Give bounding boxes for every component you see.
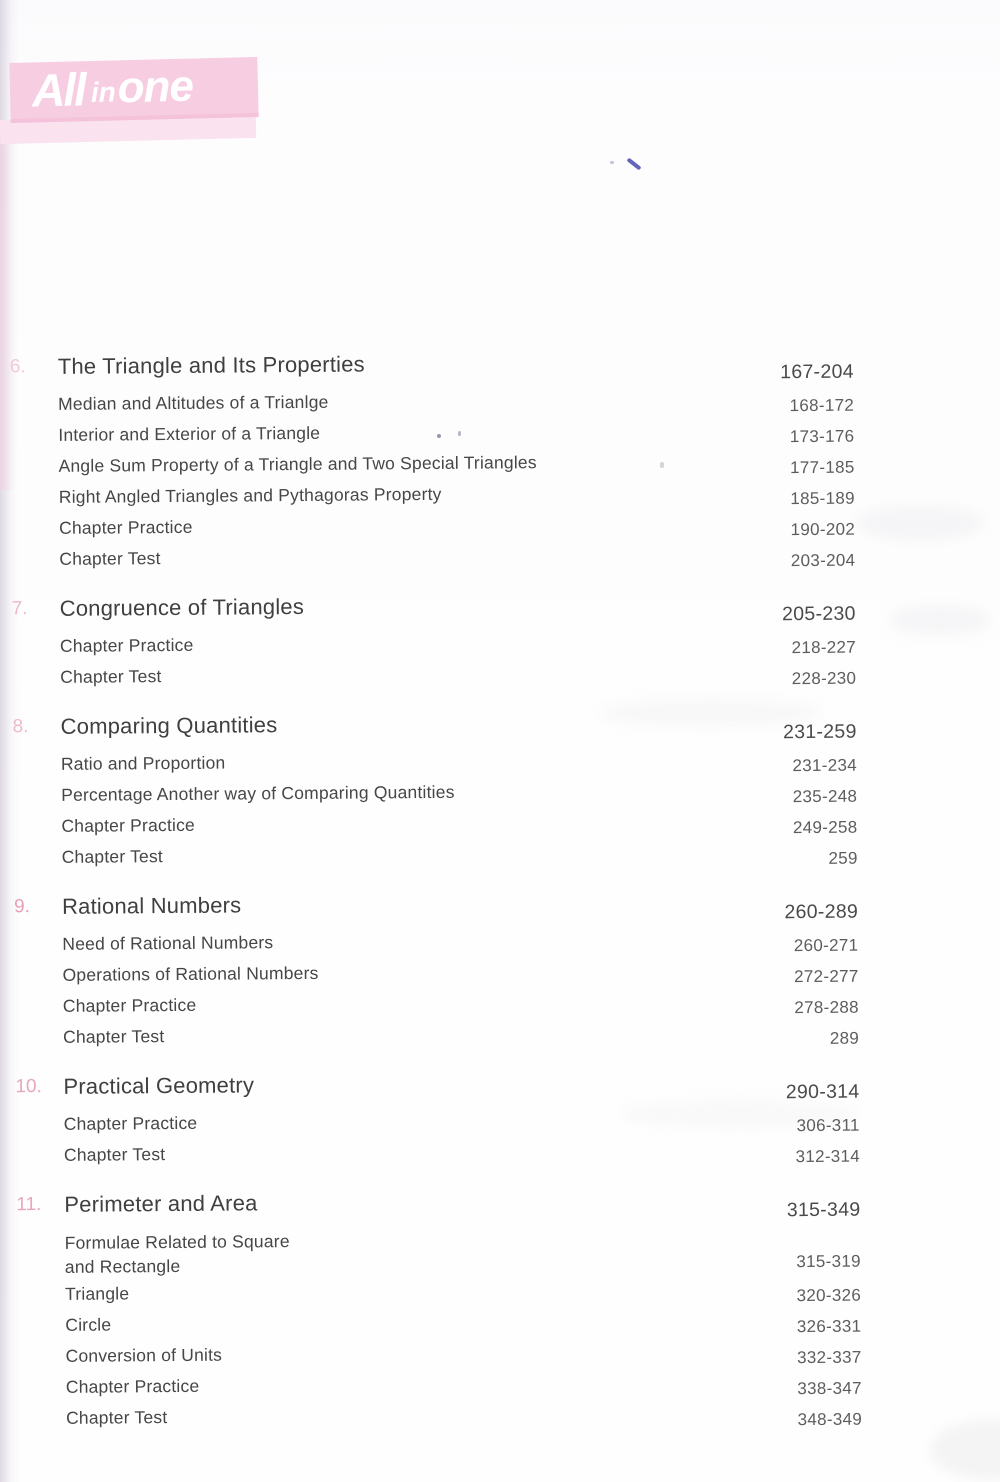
chapter-number: 10. [15, 1076, 42, 1098]
item-label: Chapter Test [65, 1407, 168, 1428]
item-page-range: 190-202 [790, 519, 856, 540]
item-label: Chapter Test [63, 1144, 166, 1165]
ink-mark-artifact [626, 157, 642, 171]
chapter-heading-row: 9. Rational Numbers 260-289 [0, 887, 858, 923]
chapter-heading-row: 6. The Triangle and Its Properties 167-204 [0, 347, 854, 383]
chapter-title: Comparing Quantities [60, 712, 278, 739]
item-page-range: 278-288 [794, 997, 859, 1018]
item-label: Chapter Test [62, 1026, 165, 1047]
item-page-range: 168-172 [789, 395, 855, 416]
scan-smudge [600, 700, 820, 726]
allinone-logo: All in one [9, 56, 259, 124]
scan-smudge [930, 1420, 1000, 1480]
toc-chapter: 11. Perimeter and Area 315-349 Formulae Rel… [2, 1185, 862, 1435]
item-page-range: 218-227 [791, 637, 857, 658]
chapter-heading-row: 7. Congruence of Triangles 205-230 [0, 589, 856, 625]
toc-chapter: 7. Congruence of Triangles 205-230 Chapter … [0, 589, 857, 694]
chapter-heading-row: 8. Comparing Quantities 231-259 [0, 707, 857, 743]
chapter-number: 8. [12, 716, 29, 738]
toc-item-row: Chapter Test 203-204 [0, 538, 855, 576]
logo-word-one: one [117, 61, 194, 113]
item-page-range: 348-349 [797, 1409, 863, 1430]
item-page-range: 185-189 [790, 488, 855, 509]
item-page-range: 332-337 [797, 1347, 862, 1368]
chapter-title: Rational Numbers [61, 892, 242, 919]
chapter-title: The Triangle and Its Properties [57, 351, 365, 379]
item-page-range: 177-185 [790, 457, 855, 478]
item-page-range: 259 [828, 848, 858, 868]
scan-dot-artifact [660, 462, 664, 468]
item-page-range: 320-326 [796, 1285, 862, 1306]
item-page-range: 235-248 [792, 786, 858, 807]
item-page-range: 249-258 [792, 817, 858, 838]
chapter-page-range: 260-289 [784, 900, 859, 924]
item-page-range: 231-234 [792, 755, 858, 776]
item-page-range: 306-311 [796, 1115, 860, 1136]
item-page-range: 260-271 [793, 935, 859, 956]
chapter-page-range: 231-259 [782, 720, 857, 744]
page-edge-pink-tint [0, 130, 14, 490]
toc-item-row: Chapter Test 228-230 [0, 656, 856, 694]
toc-chapter: 6. The Triangle and Its Properties 167-204… [0, 347, 856, 576]
chapter-page-range: 205-230 [782, 602, 856, 626]
toc-item-row: Chapter Test 348-349 [4, 1397, 862, 1435]
item-page-range: 312-314 [795, 1146, 861, 1167]
item-page-range: 203-204 [790, 550, 856, 571]
chapter-heading-row: 10. Practical Geometry 290-314 [1, 1067, 859, 1103]
scan-smudge [620, 1100, 860, 1128]
chapter-page-range: 315-349 [786, 1198, 861, 1222]
item-page-range: 228-230 [791, 668, 857, 689]
toc-chapter: 10. Practical Geometry 290-314 Chapter Prac… [1, 1067, 860, 1172]
item-page-range: 173-176 [789, 426, 855, 447]
toc-item-row: Chapter Test 289 [1, 1016, 859, 1054]
item-label: Formulae Related to Square and Rectangle [64, 1231, 290, 1277]
chapter-number: 7. [11, 598, 28, 620]
logo-word-all: All [31, 63, 86, 117]
chapter-title: Congruence of Triangles [59, 593, 305, 621]
scan-dot-artifact [458, 431, 461, 436]
logo-word-in: in [90, 76, 117, 109]
ink-dot-artifact [610, 161, 614, 164]
item-label: Chapter Test [59, 548, 161, 569]
chapter-title: Practical Geometry [63, 1072, 255, 1099]
item-label: Chapter Test [60, 666, 162, 687]
chapter-number: 11. [16, 1194, 42, 1216]
table-of-contents: 6. The Triangle and Its Properties 167-204… [0, 347, 862, 1455]
item-page-range: 289 [829, 1028, 860, 1048]
scan-smudge [890, 605, 990, 635]
scan-dot-artifact [437, 434, 441, 438]
item-page-range: 272-277 [794, 966, 859, 987]
toc-item-row: Formulae Related to Square and Rectangle… [3, 1221, 861, 1280]
chapter-number: 6. [9, 356, 26, 378]
toc-chapter: 9. Rational Numbers 260-289 Need of Rationa… [0, 887, 859, 1054]
item-page-range: 315-319 [796, 1251, 861, 1272]
chapter-number: 9. [13, 896, 30, 918]
item-page-range: 338-347 [797, 1378, 862, 1399]
chapter-title: Perimeter and Area [64, 1190, 258, 1217]
toc-item-row: Chapter Test 312-314 [2, 1134, 860, 1172]
item-page-range: 326-331 [796, 1316, 862, 1337]
chapter-page-range: 167-204 [780, 360, 854, 384]
scan-smudge [855, 505, 985, 541]
toc-item-row: Chapter Test 259 [0, 836, 858, 874]
item-label: Chapter Test [61, 846, 164, 867]
toc-chapter: 8. Comparing Quantities 231-259 Ratio and P… [0, 707, 858, 874]
chapter-page-range: 290-314 [785, 1080, 860, 1104]
chapter-heading-row: 11. Perimeter and Area 315-349 [2, 1185, 860, 1221]
